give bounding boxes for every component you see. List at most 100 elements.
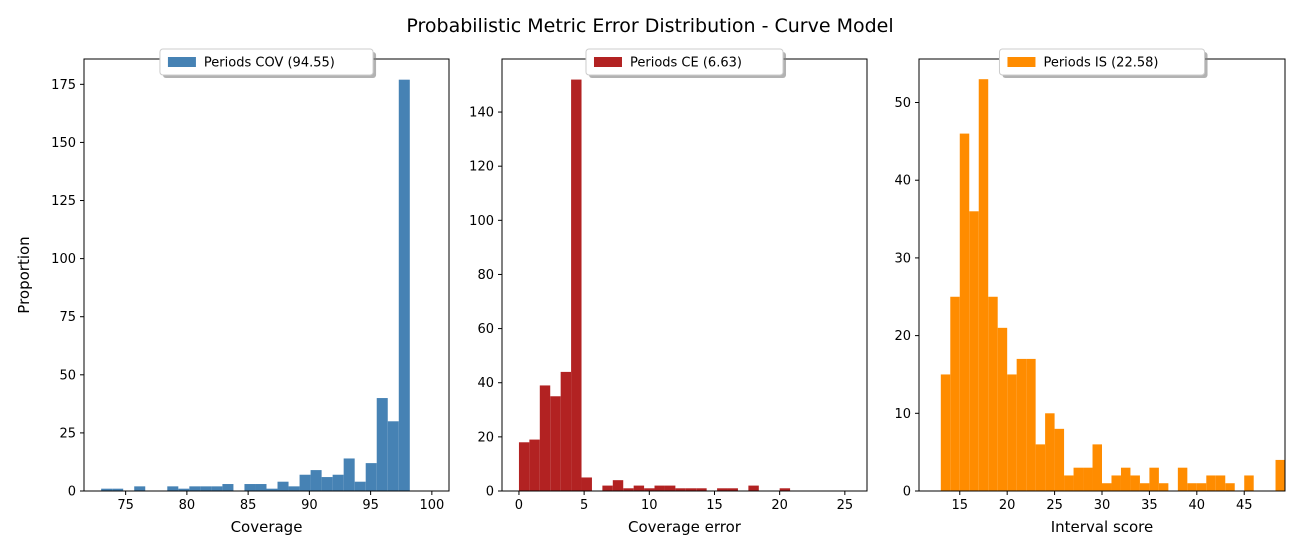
histogram-bar: [398, 79, 410, 492]
histogram-bar: [321, 477, 333, 491]
legend: Periods COV (94.55): [159, 48, 377, 78]
histogram-bar: [1064, 475, 1074, 491]
histogram-bar: [1054, 428, 1065, 491]
histogram-bar: [222, 484, 234, 491]
histogram-bar: [997, 327, 1008, 491]
legend-box: [585, 48, 784, 76]
y-tick-label: 0: [486, 485, 494, 500]
y-tick-label: 140: [469, 106, 494, 121]
histogram-bar: [1206, 475, 1216, 491]
histogram-bar: [518, 442, 530, 491]
histogram-bar: [727, 488, 738, 491]
histogram-bar: [1026, 358, 1036, 491]
histogram-bar: [1215, 475, 1226, 491]
histogram-bar: [581, 477, 592, 491]
histogram-bar: [255, 484, 267, 491]
subplot-coverage: 75 80 85 90 95 100 0 25 50 75 100 125 150 175 Coverage…: [15, 48, 450, 536]
y-tick-label: 20: [894, 329, 911, 344]
histogram-bar: [550, 396, 561, 491]
x-tick-label: 90: [301, 498, 318, 513]
histogram-bar: [376, 398, 388, 491]
y-tick-label: 175: [51, 78, 76, 93]
y-tick-label: 60: [477, 322, 494, 337]
histogram-bar: [354, 481, 366, 491]
histogram-bar: [1120, 467, 1131, 491]
histogram-bar: [685, 488, 697, 491]
histogram-bar: [1111, 475, 1121, 491]
histogram-bar: [288, 486, 300, 491]
histogram-bar: [940, 374, 951, 491]
histogram-bar: [167, 486, 179, 491]
histogram-bar: [1196, 483, 1207, 491]
x-tick-label: 20: [771, 498, 788, 513]
histogram-bar: [1102, 483, 1112, 491]
histogram-bar: [1045, 413, 1055, 491]
x-axis-label: Coverage error: [628, 518, 742, 536]
histogram-bar: [1035, 444, 1046, 491]
histogram-bar: [387, 421, 399, 491]
y-tick-label: 75: [59, 310, 76, 325]
x-tick-label: 15: [951, 498, 968, 513]
histogram-bar: [1158, 483, 1169, 491]
y-tick-label: 100: [51, 252, 76, 267]
histogram-bar: [959, 133, 970, 491]
histogram-bar: [1225, 483, 1235, 491]
histogram-bar: [365, 463, 377, 491]
x-tick-label: 100: [419, 498, 444, 513]
histogram-bar: [299, 474, 311, 491]
histogram-bar: [1083, 467, 1093, 491]
y-tick-label: 120: [469, 160, 494, 175]
histogram-bar: [969, 211, 979, 492]
figure-title: Probabilistic Metric Error Distribution …: [406, 15, 893, 37]
y-tick-label: 0: [68, 485, 76, 500]
histogram-bar: [1187, 483, 1197, 491]
histogram-bar: [1275, 459, 1285, 491]
histogram-bar: [101, 488, 113, 491]
histogram-bar: [539, 385, 551, 491]
histogram-bar: [189, 486, 201, 491]
histogram-bar: [950, 296, 960, 491]
x-tick-label: 75: [117, 498, 134, 513]
histogram-bar: [1149, 467, 1159, 491]
histogram-bar: [571, 79, 582, 491]
histogram-bar: [664, 485, 676, 491]
histogram-bar: [623, 488, 634, 491]
y-tick-label: 25: [59, 426, 76, 441]
histogram-bar: [633, 485, 645, 491]
y-tick-label: 20: [477, 430, 494, 445]
y-tick-label: 150: [51, 136, 76, 151]
y-tick-label: 100: [469, 214, 494, 229]
legend-swatch: [1007, 57, 1036, 67]
histogram-bar: [244, 484, 256, 491]
x-tick-label: 25: [1046, 498, 1063, 513]
histogram-bar: [200, 486, 212, 491]
histogram-bar: [779, 488, 791, 491]
x-tick-label: 45: [1236, 498, 1253, 513]
histogram-bar: [1016, 358, 1027, 491]
x-tick-label: 30: [1094, 498, 1111, 513]
y-tick-label: 40: [477, 376, 494, 391]
y-tick-label: 50: [59, 368, 76, 383]
x-tick-label: 40: [1189, 498, 1206, 513]
y-tick-label: 40: [894, 174, 911, 189]
histogram-bar: [211, 486, 223, 491]
x-tick-label: 10: [641, 498, 658, 513]
legend-swatch: [593, 57, 622, 67]
x-tick-label: 25: [837, 498, 854, 513]
histogram-bar: [343, 458, 355, 491]
histogram-bar: [1073, 467, 1084, 491]
histogram-bar: [1139, 483, 1150, 491]
y-tick-label: 50: [894, 96, 911, 111]
legend: Periods IS (22.58): [998, 48, 1208, 78]
legend-box: [998, 48, 1206, 76]
legend-label: Periods CE (6.63): [630, 56, 742, 71]
x-tick-label: 20: [999, 498, 1016, 513]
histogram-bar: [1244, 475, 1254, 491]
x-tick-label: 0: [515, 498, 523, 513]
histogram-bar: [748, 485, 759, 491]
legend-swatch: [167, 57, 196, 67]
y-tick-label: 125: [51, 194, 76, 209]
legend-box: [159, 48, 374, 76]
